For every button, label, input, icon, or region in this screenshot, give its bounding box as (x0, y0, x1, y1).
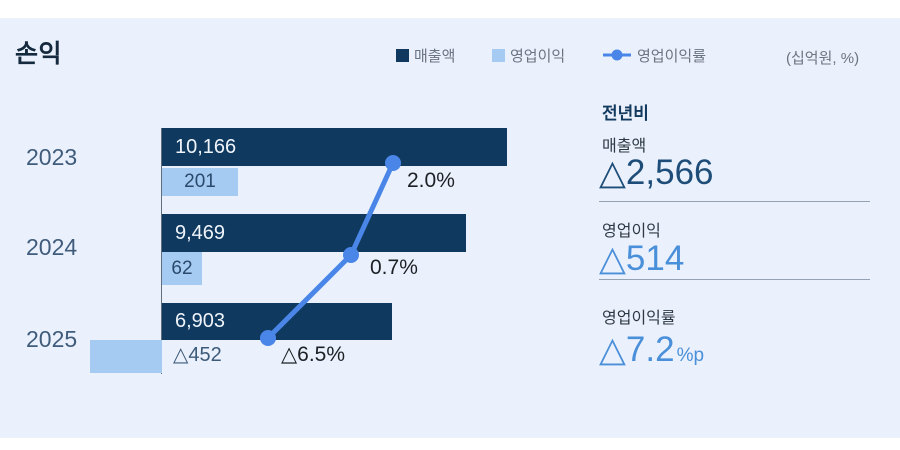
margin-label-2024: 0.7% (370, 256, 418, 279)
divider (599, 201, 870, 202)
yoy-revenue-value: △2,566 (599, 153, 714, 193)
legend-label-revenue: 매출액 (414, 47, 456, 65)
year-label-2025: 2025 (26, 326, 78, 352)
operating-profit-value-2024: 62 (171, 257, 193, 279)
yoy-margin-suffix: %p (676, 345, 705, 366)
yoy-operating-profit-value-text: △514 (599, 239, 685, 278)
margin-label-2023: 2.0% (407, 169, 455, 192)
y-axis-line (161, 128, 162, 374)
operating-profit-swatch-icon (492, 48, 505, 62)
revenue-bar-2024: 9,469 (162, 214, 466, 252)
year-label-2024: 2024 (26, 234, 78, 260)
yoy-margin-value: △7.2 %p (599, 330, 704, 370)
yoy-margin-label: 영업이익률 (602, 310, 676, 327)
yoy-operating-profit-label: 영업이익 (602, 223, 661, 240)
revenue-swatch-icon (396, 48, 409, 62)
revenue-bar-2023: 10,166 (162, 128, 507, 166)
yoy-operating-profit-value: △514 (599, 239, 684, 279)
yoy-revenue-label: 매출액 (602, 138, 647, 155)
revenue-value-2024: 9,469 (175, 221, 226, 244)
revenue-value-2025: 6,903 (175, 310, 226, 332)
operating-profit-bar-2024: 62 (162, 252, 202, 285)
divider (599, 279, 870, 280)
operating-profit-value-2025: △452 (173, 344, 222, 366)
operating-profit-bar-2023: 201 (162, 168, 238, 196)
year-label-2023: 2023 (26, 144, 78, 170)
operating-profit-bar-2025-negative (90, 340, 162, 373)
legend-item-operating-profit: 영업이익 (492, 47, 566, 65)
page-title: 손익 (15, 40, 63, 68)
legend-label-margin: 영업이익률 (637, 47, 707, 65)
unit-label: (십억원, %) (786, 50, 860, 67)
line-marker-icon (603, 49, 631, 61)
yoy-revenue-value-text: △2,566 (599, 153, 714, 192)
revenue-value-2023: 10,166 (175, 135, 237, 158)
margin-label-2025: △6.5% (281, 343, 346, 366)
legend-item-revenue: 매출액 (396, 47, 456, 65)
legend-item-margin: 영업이익률 (602, 47, 707, 65)
yoy-header: 전년비 (602, 104, 649, 123)
yoy-margin-value-text: △7.2 (599, 330, 675, 369)
revenue-bar-2025: 6,903 (162, 303, 392, 340)
legend-label-operating-profit: 영업이익 (510, 47, 566, 65)
operating-profit-value-2023: 201 (184, 171, 216, 192)
